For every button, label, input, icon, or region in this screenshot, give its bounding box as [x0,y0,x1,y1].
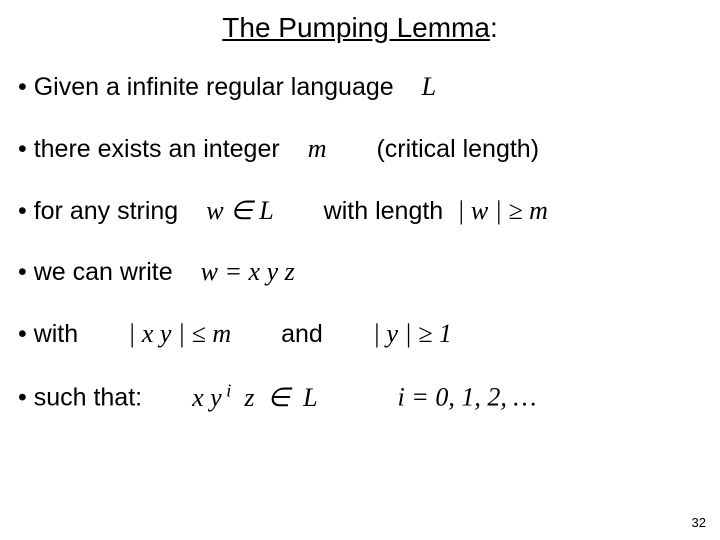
bullet-prefix: • [18,197,34,225]
bullet-prefix: • [18,135,34,163]
title-text: The Pumping Lemma [222,12,490,43]
math-m: m [308,134,327,163]
bullet-text: Given a infinite regular language [34,73,394,101]
bullet-text-2: and [281,320,323,348]
slide-title: The Pumping Lemma: [0,0,720,52]
math-ylen: | y | ≥ 1 [373,319,452,348]
bullet-prefix: • [18,73,34,101]
bullet-text: we can write [34,258,173,286]
page-number: 32 [692,515,706,530]
bullet-3: • for any string w ∈ L with length | w | ≥ … [18,194,702,228]
bullet-5: • with | x y | ≤ m and | y | ≥ 1 [18,317,702,351]
bullet-text: there exists an integer [34,135,280,163]
bullet-1: • Given a infinite regular language L [18,70,702,104]
bullet-text-2: (critical length) [376,135,539,163]
title-colon: : [490,12,498,43]
bullet-2: • there exists an integer m (critical leng… [18,132,702,166]
bullet-text: with [34,320,78,348]
slide-content: • Given a infinite regular language L • t… [0,70,720,414]
math-wL: w ∈ L [206,196,273,225]
bullet-prefix: • [18,320,34,348]
math-xylen: | x y | ≤ m [128,319,231,348]
bullet-6: • such that: x y i z ∈ L i = 0, 1, 2, … [18,379,702,414]
bullet-text-2: with length [324,197,444,225]
math-L: L [422,72,436,101]
bullet-text: such that: [34,384,142,412]
bullet-4: • we can write w = x y z [18,255,702,289]
math-ivals: i = 0, 1, 2, … [398,383,537,412]
math-wlen: | w | ≥ m [457,196,548,225]
bullet-prefix: • [18,258,34,286]
math-conclusion: x y i z ∈ L [192,383,317,412]
bullet-prefix: • [18,384,34,412]
math-wxyz: w = x y z [201,257,295,286]
bullet-text: for any string [34,197,179,225]
